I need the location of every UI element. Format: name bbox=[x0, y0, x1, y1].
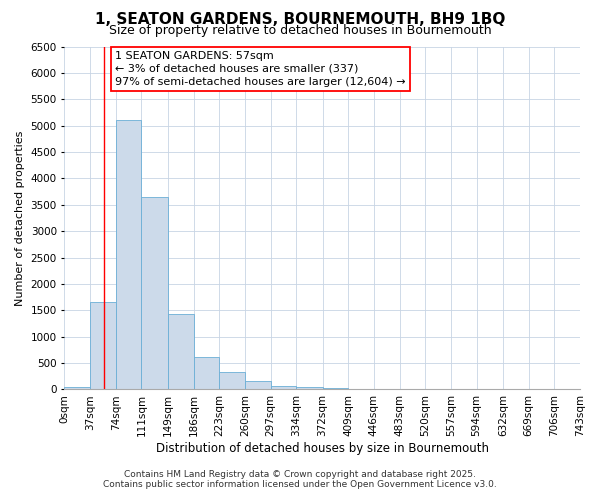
Text: 1, SEATON GARDENS, BOURNEMOUTH, BH9 1BQ: 1, SEATON GARDENS, BOURNEMOUTH, BH9 1BQ bbox=[95, 12, 505, 28]
Text: 1 SEATON GARDENS: 57sqm
← 3% of detached houses are smaller (337)
97% of semi-de: 1 SEATON GARDENS: 57sqm ← 3% of detached… bbox=[115, 50, 406, 87]
Bar bbox=[245, 382, 271, 390]
Text: Size of property relative to detached houses in Bournemouth: Size of property relative to detached ho… bbox=[109, 24, 491, 37]
Y-axis label: Number of detached properties: Number of detached properties bbox=[15, 130, 25, 306]
Bar bbox=[219, 372, 245, 390]
Bar bbox=[64, 387, 90, 390]
Bar bbox=[90, 302, 116, 390]
X-axis label: Distribution of detached houses by size in Bournemouth: Distribution of detached houses by size … bbox=[156, 442, 489, 455]
Text: Contains HM Land Registry data © Crown copyright and database right 2025.
Contai: Contains HM Land Registry data © Crown c… bbox=[103, 470, 497, 489]
Bar bbox=[296, 387, 323, 390]
Bar bbox=[194, 356, 219, 390]
Bar bbox=[142, 197, 168, 390]
Bar bbox=[168, 314, 194, 390]
Bar bbox=[323, 388, 348, 390]
Bar bbox=[271, 386, 296, 390]
Bar bbox=[116, 120, 142, 390]
